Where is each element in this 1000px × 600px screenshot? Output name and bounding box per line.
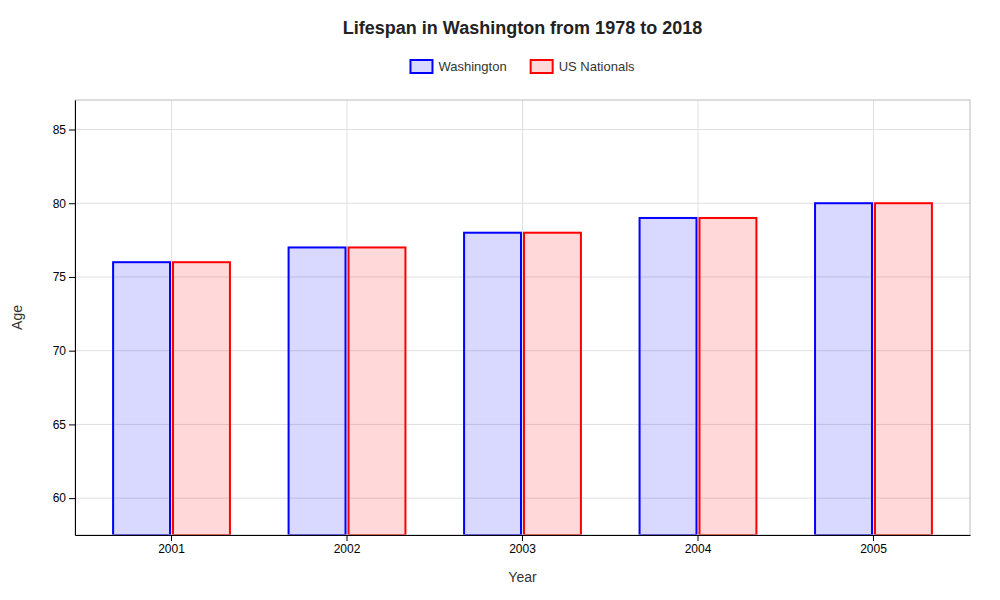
plot-frame [75, 100, 970, 535]
legend: Washington US Nationals [410, 59, 635, 74]
tick-label: 70 [53, 344, 67, 358]
y-axis-title: Age [9, 305, 25, 330]
y-axis: 60 65 70 75 80 85 [53, 101, 76, 536]
tick: 2005 [860, 535, 887, 556]
tick-mark [697, 535, 698, 541]
tick-label: 65 [53, 418, 67, 432]
tick-mark [522, 535, 523, 541]
grid-line [697, 100, 698, 535]
legend-swatch [531, 60, 553, 73]
tick-label: 80 [53, 197, 67, 211]
axis-line [75, 101, 76, 536]
plot: 2001 2002 2003 2004 2005 60 65 70 75 80 85 [53, 100, 971, 556]
grid-line [347, 100, 348, 535]
tick: 60 [53, 491, 75, 505]
legend-label: Washington [438, 59, 506, 74]
tick: 85 [53, 123, 75, 137]
tick-label: 2001 [158, 542, 185, 556]
bar-series [173, 203, 932, 535]
bar [524, 233, 581, 535]
bar [349, 247, 406, 535]
tick-mark [347, 535, 348, 541]
chart: 2001 2002 2003 2004 2005 60 65 70 75 80 85 Year Age L… [0, 0, 1000, 600]
legend-item: US Nationals [531, 59, 635, 74]
bar [173, 262, 230, 535]
bar [875, 203, 932, 535]
tick: 75 [53, 270, 75, 284]
tick-label: 60 [53, 491, 67, 505]
tick-mark [171, 535, 172, 541]
x-axis: 2001 2002 2003 2004 2005 [76, 535, 971, 556]
tick-label: 2005 [860, 542, 887, 556]
legend-swatch [410, 60, 432, 73]
tick: 2004 [685, 535, 712, 556]
title: Lifespan in Washington from 1978 to 2018 [343, 18, 702, 38]
tick-label: 2002 [334, 542, 361, 556]
bar [464, 233, 521, 535]
bar [289, 247, 346, 535]
bar [113, 262, 170, 535]
tick: 2002 [334, 535, 361, 556]
tick: 65 [53, 418, 75, 432]
grid-line [171, 100, 172, 535]
tick-mark [69, 424, 75, 425]
tick: 80 [53, 197, 75, 211]
tick-label: 2003 [509, 542, 536, 556]
bar [815, 203, 872, 535]
tick: 70 [53, 344, 75, 358]
tick-label: 2004 [685, 542, 712, 556]
tick-mark [873, 535, 874, 541]
bar [699, 218, 756, 535]
tick-mark [69, 129, 75, 130]
tick: 2001 [158, 535, 185, 556]
tick-mark [69, 277, 75, 278]
grid-line [522, 100, 523, 535]
legend-label: US Nationals [559, 59, 635, 74]
tick-mark [69, 203, 75, 204]
tick-mark [69, 351, 75, 352]
bar [640, 218, 697, 535]
legend-item: Washington [410, 59, 506, 74]
grid-line [873, 100, 874, 535]
tick: 2003 [509, 535, 536, 556]
bar-series [113, 203, 872, 535]
tick-mark [69, 498, 75, 499]
bars [113, 203, 932, 535]
grid [75, 100, 970, 535]
tick-label: 85 [53, 123, 67, 137]
x-axis-title: Year [508, 569, 537, 585]
tick-label: 75 [53, 270, 67, 284]
